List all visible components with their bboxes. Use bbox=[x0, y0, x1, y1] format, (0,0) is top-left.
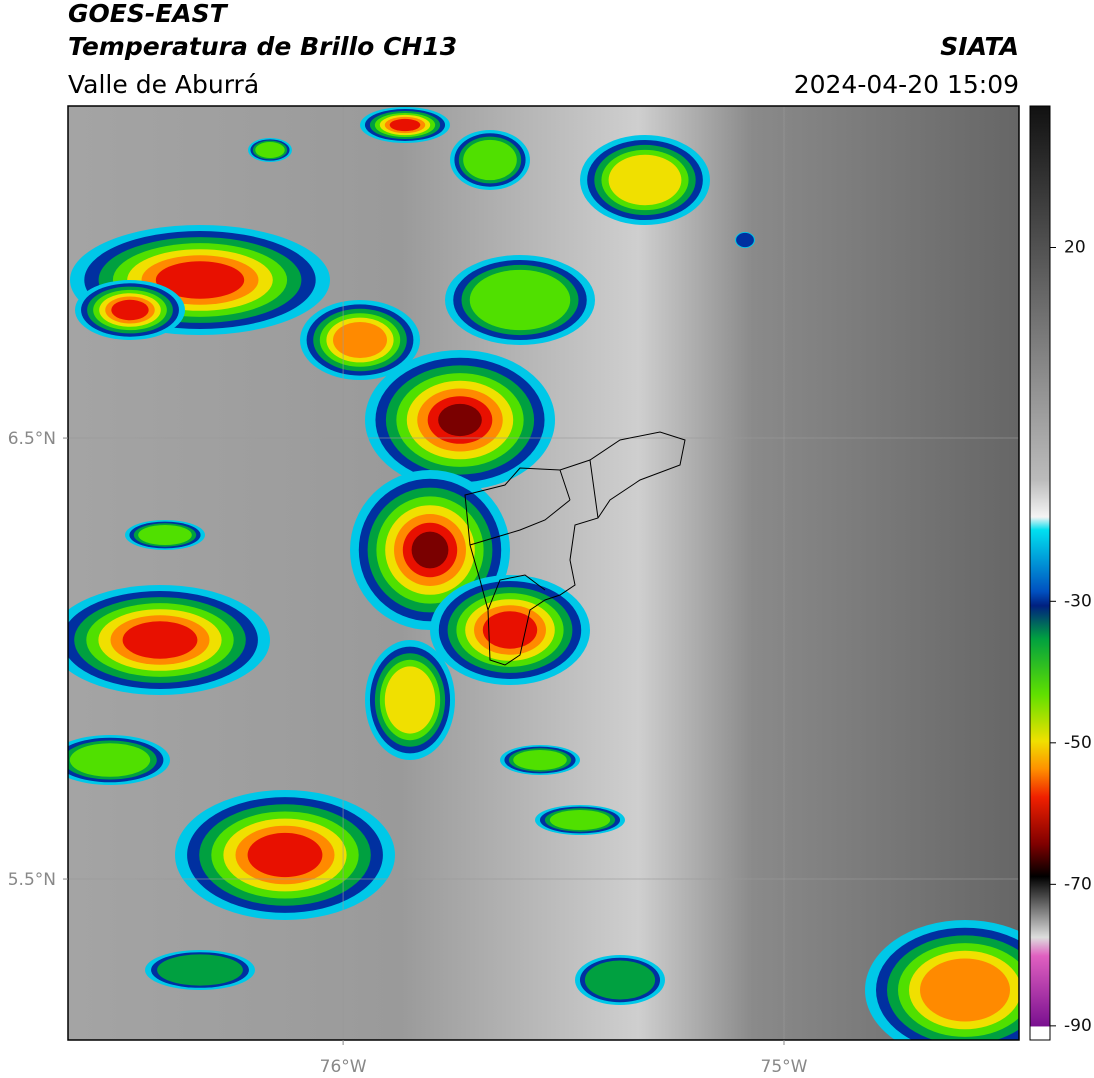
x-tick-label: 76°W bbox=[320, 1057, 367, 1077]
cloud bbox=[69, 743, 151, 777]
cloud bbox=[122, 621, 198, 659]
subtitle: Temperatura de Brillo CH13 bbox=[68, 32, 457, 61]
colorbar-tick-label: -70 bbox=[1064, 874, 1092, 894]
y-tick-label: 5.5°N bbox=[8, 870, 56, 890]
cloud bbox=[111, 299, 149, 321]
cloud bbox=[155, 261, 245, 299]
timestamp: 2024-04-20 15:09 bbox=[794, 70, 1019, 99]
cloud bbox=[438, 403, 482, 437]
plot-frame bbox=[67, 105, 1020, 1041]
cloud bbox=[513, 749, 567, 771]
valley-outline bbox=[464, 431, 686, 666]
cloud bbox=[469, 269, 571, 331]
region: Valle de Aburrá bbox=[68, 70, 259, 99]
cloud bbox=[482, 611, 538, 649]
cloud bbox=[411, 531, 449, 569]
colorbar-tick-label: 20 bbox=[1064, 238, 1086, 258]
y-tick-label: 6.5°N bbox=[8, 429, 56, 449]
map-image bbox=[68, 106, 1019, 1040]
colorbar-tick-label: -30 bbox=[1064, 591, 1092, 611]
colorbar-ticks: 20 -30 -50 -70 -90 bbox=[1050, 238, 1092, 1036]
cloud bbox=[584, 960, 656, 1000]
source: SIATA bbox=[940, 32, 1019, 61]
colorbar bbox=[1029, 105, 1051, 1041]
cloud bbox=[463, 139, 517, 181]
cloud bbox=[384, 666, 436, 734]
cloud bbox=[736, 232, 754, 248]
cloud bbox=[920, 958, 1010, 1022]
cloud bbox=[608, 154, 682, 206]
cloud bbox=[255, 141, 285, 159]
cloud bbox=[247, 832, 323, 878]
cloud bbox=[157, 954, 243, 986]
cloud bbox=[389, 118, 421, 132]
cloud bbox=[549, 809, 611, 831]
cloud bbox=[333, 322, 387, 358]
x-tick-label: 75°W bbox=[761, 1057, 808, 1077]
grid bbox=[68, 106, 1019, 1040]
cloud bbox=[138, 524, 192, 546]
title: GOES-EAST bbox=[68, 0, 229, 28]
colorbar-tick-label: -90 bbox=[1064, 1016, 1092, 1036]
colorbar-tick-label: -50 bbox=[1064, 733, 1092, 753]
